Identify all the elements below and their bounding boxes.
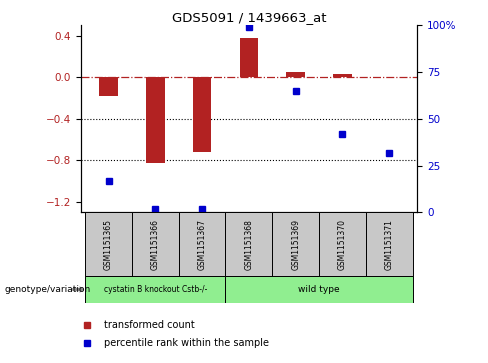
Text: GSM1151365: GSM1151365 — [104, 219, 113, 270]
Text: GSM1151367: GSM1151367 — [198, 219, 206, 270]
Bar — [146, 77, 164, 163]
Text: genotype/variation: genotype/variation — [5, 285, 91, 294]
Text: wild type: wild type — [298, 285, 340, 294]
Title: GDS5091 / 1439663_at: GDS5091 / 1439663_at — [172, 11, 326, 24]
Bar — [240, 38, 258, 77]
Bar — [179, 212, 225, 276]
Bar — [132, 212, 179, 276]
Text: GSM1151368: GSM1151368 — [244, 219, 253, 270]
Bar — [286, 72, 305, 77]
Bar — [319, 212, 366, 276]
Text: GSM1151366: GSM1151366 — [151, 219, 160, 270]
Text: GSM1151371: GSM1151371 — [385, 219, 394, 270]
Text: percentile rank within the sample: percentile rank within the sample — [104, 338, 269, 348]
Bar — [333, 74, 352, 77]
Bar — [99, 77, 118, 96]
Text: transformed count: transformed count — [104, 320, 195, 330]
Bar — [272, 212, 319, 276]
Bar — [85, 212, 132, 276]
Bar — [225, 276, 412, 303]
Text: cystatin B knockout Cstb-/-: cystatin B knockout Cstb-/- — [103, 285, 207, 294]
Text: GSM1151369: GSM1151369 — [291, 219, 300, 270]
Bar — [225, 212, 272, 276]
Bar — [85, 276, 225, 303]
Text: GSM1151370: GSM1151370 — [338, 219, 347, 270]
Bar — [193, 77, 211, 152]
Bar — [366, 212, 412, 276]
